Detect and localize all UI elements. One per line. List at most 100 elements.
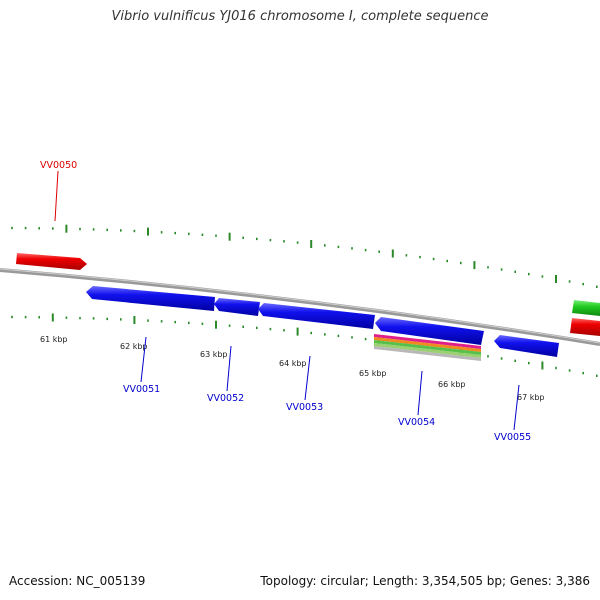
- map-title: Vibrio vulnificus YJ016 chromosome I, co…: [111, 9, 489, 24]
- minor-tick: [283, 329, 285, 332]
- gene-label-vv0055[interactable]: VV0055: [494, 432, 531, 443]
- accession-text: Accession: NC_005139: [9, 574, 146, 588]
- minor-tick: [446, 259, 448, 263]
- minor-tick: [351, 247, 353, 250]
- minor-tick: [364, 248, 367, 252]
- minor-tick: [24, 226, 27, 230]
- minor-tick: [92, 228, 95, 231]
- minor-tick: [11, 315, 13, 319]
- major-tick: [228, 232, 231, 241]
- minor-tick: [174, 320, 176, 324]
- minor-tick: [160, 320, 163, 323]
- major-tick: [310, 240, 313, 248]
- leader-vv0051: [140, 336, 147, 383]
- gene-label-vv0052[interactable]: VV0052: [207, 393, 244, 404]
- minor-tick: [79, 227, 81, 231]
- minor-tick: [596, 374, 598, 377]
- gene-vv0051-arrow[interactable]: [86, 286, 215, 311]
- leader-vv0054: [417, 370, 423, 416]
- minor-tick: [568, 369, 571, 372]
- feature-stripe-green: [374, 340, 481, 355]
- minor-tick: [38, 227, 40, 230]
- major-tick: [65, 224, 68, 233]
- minor-tick: [38, 316, 40, 319]
- gene-vv0052-arrow[interactable]: [214, 298, 260, 316]
- kbp-label: 63 kbp: [200, 350, 228, 359]
- minor-tick: [500, 357, 503, 360]
- minor-tick: [351, 336, 353, 339]
- minor-tick: [215, 234, 217, 237]
- kbp-label: 65 kbp: [359, 369, 387, 378]
- minor-tick: [500, 268, 503, 271]
- major-tick: [133, 316, 136, 324]
- gene-label-vv0051[interactable]: VV0051: [123, 384, 160, 395]
- leader-vv0053: [304, 355, 311, 401]
- minor-tick: [106, 228, 108, 232]
- minor-tick: [555, 366, 557, 370]
- minor-tick: [106, 317, 108, 321]
- major-tick: [473, 261, 476, 270]
- minor-tick: [147, 319, 149, 322]
- minor-tick: [582, 371, 584, 375]
- feature-stripe-grey: [374, 346, 481, 361]
- minor-tick: [120, 229, 122, 232]
- kbp-label: 66 kbp: [438, 380, 466, 389]
- minor-tick: [174, 231, 176, 235]
- minor-tick: [201, 322, 204, 325]
- minor-tick: [310, 331, 312, 335]
- gene-vv0053-arrow[interactable]: [258, 303, 375, 329]
- gene-vv0054-arrow[interactable]: [375, 317, 484, 345]
- minor-tick: [514, 359, 516, 362]
- gene-edge-red-arrow[interactable]: [570, 318, 600, 336]
- minor-tick: [582, 282, 584, 286]
- outer-tick-ring: [11, 224, 598, 288]
- major-tick: [555, 275, 557, 283]
- kbp-label: 67 kbp: [517, 393, 545, 402]
- minor-tick: [405, 254, 408, 257]
- gene-label-vv0054[interactable]: VV0054: [398, 417, 435, 428]
- chromosome-backbone-highlight: [0, 268, 600, 344]
- minor-tick: [487, 355, 489, 358]
- gene-edge-green-arrow[interactable]: [572, 300, 600, 316]
- major-tick: [51, 313, 54, 322]
- major-tick: [215, 320, 217, 329]
- minor-tick: [596, 285, 598, 288]
- minor-tick: [324, 244, 326, 247]
- minor-tick: [160, 231, 163, 234]
- minor-tick: [296, 241, 299, 244]
- minor-tick: [487, 266, 489, 269]
- minor-tick: [364, 337, 367, 341]
- minor-tick: [528, 272, 530, 276]
- gene-vv0055-arrow[interactable]: [494, 335, 559, 357]
- minor-tick: [541, 275, 544, 278]
- leader-vv0052: [226, 345, 232, 392]
- gene-label-vv0053[interactable]: VV0053: [286, 402, 323, 413]
- minor-tick: [242, 325, 244, 328]
- minor-tick: [324, 333, 326, 336]
- minor-tick: [256, 326, 258, 330]
- kbp-label: 62 kbp: [120, 342, 148, 351]
- minor-tick: [133, 229, 136, 233]
- minor-tick: [11, 226, 13, 230]
- gene-vv0050-arrow[interactable]: [16, 253, 87, 270]
- leader-vv0055: [513, 384, 520, 431]
- minor-tick: [269, 327, 272, 331]
- feature-stripe-orange: [374, 337, 481, 352]
- minor-tick: [242, 236, 244, 239]
- feature-stripe-magenta: [374, 334, 481, 349]
- minor-tick: [283, 240, 285, 243]
- minor-tick: [120, 318, 122, 321]
- kbp-label: 61 kbp: [40, 335, 68, 344]
- kbp-label: 64 kbp: [279, 359, 307, 368]
- minor-tick: [188, 232, 190, 236]
- minor-tick: [568, 280, 571, 283]
- major-tick: [541, 361, 544, 370]
- minor-tick: [460, 261, 462, 265]
- minor-tick: [201, 233, 204, 236]
- major-tick: [147, 227, 149, 236]
- minor-tick: [432, 257, 435, 261]
- topology-text: Topology: circular; Length: 3,354,505 bp…: [260, 574, 590, 588]
- gene-label-vv0050[interactable]: VV0050: [40, 160, 77, 171]
- minor-tick: [52, 227, 54, 230]
